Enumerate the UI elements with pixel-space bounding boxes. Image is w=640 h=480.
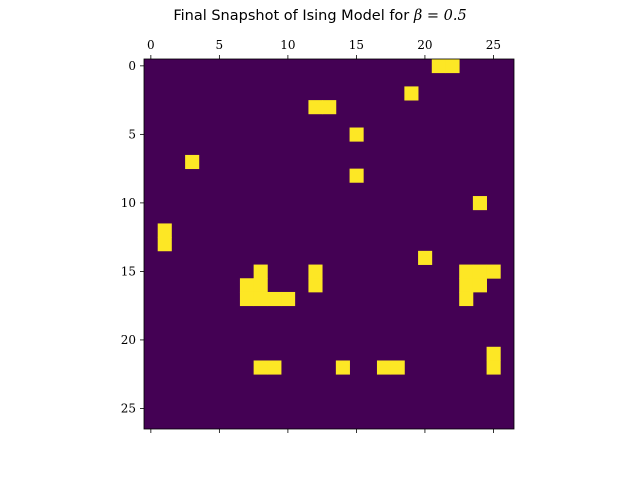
spin-up-cell (267, 360, 282, 375)
y-axis: 0 5 10 15 20 25 (121, 59, 144, 415)
spin-up-cell (253, 264, 268, 279)
spin-up-cell (308, 278, 323, 293)
spin-up-cell (390, 360, 405, 375)
spin-up-cell (472, 196, 487, 211)
spin-up-cell (459, 264, 474, 279)
spin-up-cell (308, 264, 323, 279)
chart-title-text: Final Snapshot of Ising Model for (173, 8, 414, 24)
spin-up-cell (445, 59, 460, 74)
y-tick-label: 5 (128, 127, 136, 141)
y-tick-label: 20 (121, 333, 136, 347)
chart-title: Final Snapshot of Ising Model for β = 0.… (173, 8, 466, 24)
spin-up-cell (335, 360, 350, 375)
spin-up-cell (349, 127, 364, 142)
y-tick-label: 0 (128, 59, 136, 73)
spin-up-cell (308, 100, 323, 115)
x-axis-top: 0 5 10 15 20 25 (147, 38, 501, 59)
spin-up-cell (459, 291, 474, 307)
spin-up-cell (253, 291, 268, 307)
spin-up-cell (376, 360, 392, 375)
y-tick-label: 10 (121, 196, 136, 210)
y-tick-label: 15 (121, 264, 136, 278)
x-tick-label: 10 (280, 38, 295, 52)
y-tick-label: 25 (121, 401, 136, 415)
x-tick-label: 5 (216, 38, 224, 52)
spin-up-cell (322, 100, 337, 115)
x-axis-bottom (150, 429, 494, 433)
spin-lattice (144, 59, 514, 429)
spin-up-cell (281, 291, 296, 307)
spin-up-cell (253, 278, 268, 293)
spin-up-cell (404, 86, 419, 101)
lattice-background (144, 59, 514, 429)
spin-up-cell (486, 264, 501, 279)
spin-up-cell (253, 360, 268, 375)
spin-up-cell (418, 250, 433, 265)
spin-up-cell (472, 264, 487, 279)
spin-up-cell (349, 168, 364, 183)
spin-up-cell (157, 223, 172, 238)
chart-title-math: β = 0.5 (413, 8, 467, 24)
spin-up-cell (431, 59, 446, 74)
x-tick-label: 15 (349, 38, 364, 52)
spin-up-cell (239, 291, 255, 307)
spin-up-cell (157, 237, 172, 252)
spin-up-cell (472, 278, 487, 293)
x-tick-label: 25 (486, 38, 501, 52)
spin-up-cell (267, 291, 282, 307)
x-tick-label: 0 (147, 38, 155, 52)
spin-up-cell (459, 278, 474, 293)
spin-up-cell (185, 154, 200, 170)
plot-frame (143, 58, 515, 430)
spin-up-cell (239, 278, 255, 293)
spin-up-cell (486, 360, 501, 375)
x-tick-label: 20 (417, 38, 432, 52)
spin-up-cell (486, 346, 501, 361)
